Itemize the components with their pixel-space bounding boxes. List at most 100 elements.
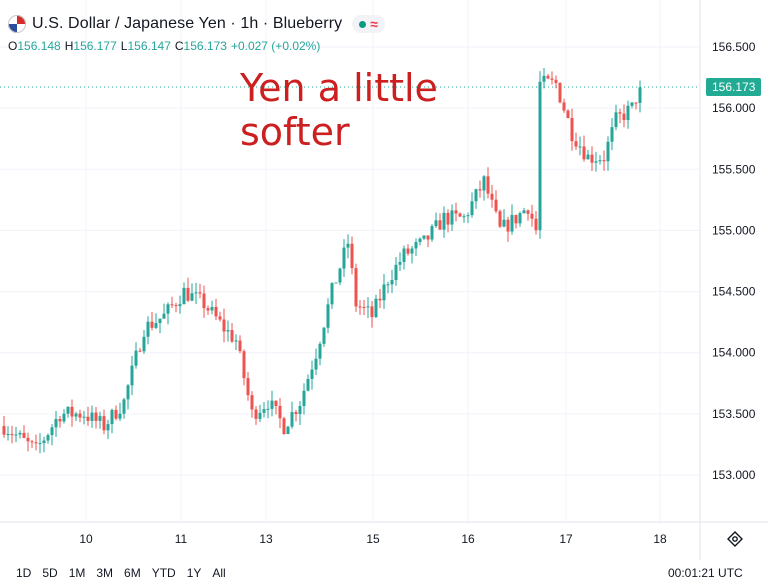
candle-body: [450, 210, 454, 225]
candle-body: [30, 441, 34, 443]
candle-body: [474, 189, 478, 202]
candle-body: [498, 211, 502, 227]
candle-body: [526, 210, 530, 214]
candle-body: [34, 442, 38, 444]
candle-body: [166, 304, 170, 314]
range-1y-button[interactable]: 1Y: [186, 566, 202, 580]
candle-body: [422, 235, 426, 239]
candle-body: [370, 306, 374, 318]
candle-body: [506, 219, 510, 232]
candle-body: [158, 318, 162, 324]
axes: 156.500 156.000 155.500 155.000 154.500 154.0…: [0, 0, 768, 560]
candle-body: [206, 308, 210, 311]
candle-body: [282, 418, 286, 435]
candle-body: [378, 298, 382, 301]
candle-body: [574, 141, 578, 147]
symbol-title[interactable]: U.S. Dollar / Japanese Yen · 1h · Bluebe…: [32, 15, 343, 32]
candle-body: [334, 282, 338, 284]
candle-body: [582, 146, 586, 160]
market-status[interactable]: ≈: [352, 15, 385, 33]
range-all-button[interactable]: All: [212, 566, 226, 580]
y-tick-label: 154.000: [712, 346, 756, 360]
current-price-badge: 156.173: [706, 78, 762, 96]
candle-body: [318, 343, 322, 359]
candle-body: [286, 426, 290, 435]
utc-clock[interactable]: 00:01:21 UTC: [668, 566, 743, 580]
low-value: 156.147: [127, 39, 171, 53]
range-3m-button[interactable]: 3M: [96, 566, 114, 580]
candle-body: [478, 189, 482, 191]
range-6m-button[interactable]: 6M: [124, 566, 141, 580]
high-value: 156.177: [73, 39, 117, 53]
candle-body: [86, 416, 90, 421]
chart-grid: [0, 0, 700, 522]
time-range-buttons: 1D 5D 1M 3M 6M YTD 1Y All: [16, 566, 226, 580]
settings-icon[interactable]: [726, 530, 744, 548]
candle-body: [454, 210, 458, 214]
candle-body: [290, 412, 294, 427]
candle-body: [46, 435, 50, 441]
candle-body: [398, 261, 402, 265]
candle-body: [2, 426, 6, 435]
candle-body: [410, 248, 414, 254]
candle-body: [638, 87, 642, 103]
range-5d-button[interactable]: 5D: [42, 566, 58, 580]
candle-body: [634, 102, 638, 104]
range-ytd-button[interactable]: YTD: [151, 566, 176, 580]
candle-body: [374, 298, 378, 318]
candle-body: [470, 201, 474, 216]
candle-body: [226, 330, 230, 332]
y-tick-label: 156.000: [712, 101, 756, 115]
candle-body: [294, 412, 298, 415]
range-1m-button[interactable]: 1M: [68, 566, 86, 580]
candle-body: [250, 395, 254, 410]
candle-body: [386, 284, 390, 286]
y-tick-label: 153.500: [712, 407, 756, 421]
candle-body: [54, 418, 58, 428]
candle-body: [402, 248, 406, 262]
candle-body: [322, 327, 326, 344]
candle-body: [22, 432, 26, 438]
candle-body: [358, 306, 362, 308]
open-label: O: [8, 39, 18, 53]
candle-body: [266, 408, 270, 410]
candle-body: [566, 110, 570, 118]
y-tick-label: 155.000: [712, 223, 756, 237]
candle-body: [430, 226, 434, 240]
candle-body: [258, 412, 262, 419]
candle-body: [178, 304, 182, 307]
candle-body: [602, 160, 606, 162]
candle-body: [42, 440, 46, 444]
candle-body: [174, 305, 178, 307]
low-label: L: [120, 39, 128, 53]
candle-body: [590, 154, 594, 163]
candle-body: [58, 418, 62, 422]
candle-body: [438, 220, 442, 230]
candle-body: [190, 293, 194, 301]
candle-body: [130, 365, 134, 386]
candle-body: [446, 212, 450, 225]
x-tick-label: 18: [653, 532, 667, 546]
candle-body: [414, 242, 418, 249]
candle-body: [94, 412, 98, 421]
candle-body: [62, 413, 66, 422]
candle-body: [90, 412, 94, 421]
candle-body: [514, 214, 518, 224]
candle-body: [490, 193, 494, 200]
candle-body: [530, 213, 534, 219]
close-label: C: [174, 39, 184, 53]
candle-body: [442, 212, 446, 230]
market-open-dot-icon: [359, 20, 367, 28]
candle-body: [562, 102, 566, 111]
candle-body: [462, 216, 466, 218]
range-1d-button[interactable]: 1D: [16, 566, 32, 580]
candle-body: [338, 268, 342, 283]
candle-body: [466, 215, 470, 217]
open-value: 156.148: [17, 39, 61, 53]
candle-body: [114, 409, 118, 419]
candle-body: [458, 213, 462, 217]
y-tick-label: 156.500: [712, 40, 756, 54]
candle-body: [98, 416, 102, 421]
candle-body: [302, 390, 306, 407]
